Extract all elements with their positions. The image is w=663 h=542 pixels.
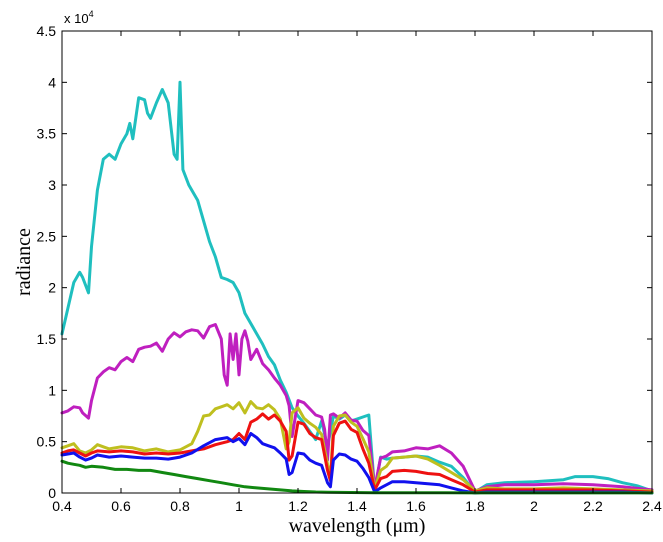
- x-tick-label: 0.6: [111, 498, 131, 514]
- y-tick-label: 1: [48, 382, 56, 398]
- x-tick-label: 1.6: [406, 498, 426, 514]
- y-tick-label: 4.5: [37, 23, 57, 39]
- y-axis-ticks: 0 0.5 1 1.5 2 2.5 3 3.5 4 4.5: [37, 23, 652, 501]
- x-tick-label: 1.2: [288, 498, 308, 514]
- y-tick-label: 4: [48, 74, 56, 90]
- x-axis-label: wavelength (μm): [289, 515, 426, 537]
- x-tick-label: 0.8: [170, 498, 190, 514]
- series-line-1: [60, 80, 654, 494]
- series-line-5: [60, 432, 654, 495]
- y-tick-label: 0: [48, 485, 56, 501]
- y-axis-exponent: x 104: [64, 9, 94, 26]
- x-tick-label: 1: [235, 498, 243, 514]
- x-tick-label: 0.4: [52, 498, 72, 514]
- series-line-2: [60, 323, 654, 493]
- y-tick-label: 2: [48, 280, 56, 296]
- y-tick-label: 2.5: [37, 228, 57, 244]
- series-line-3: [60, 400, 654, 493]
- x-tick-label: 1.8: [465, 498, 485, 514]
- y-tick-label: 0.5: [37, 434, 57, 450]
- y-tick-label: 1.5: [37, 331, 57, 347]
- x-axis-ticks: 0.4 0.6 0.8 1 1.2 1.4 1.6 1.8 2 2.2 2.4: [52, 31, 662, 514]
- x-tick-label: 2: [530, 498, 538, 514]
- y-axis-label: radiance: [13, 228, 35, 296]
- x-tick-label: 1.4: [347, 498, 367, 514]
- series-line-4: [60, 412, 654, 494]
- y-tick-label: 3: [48, 177, 56, 193]
- plot-area: [62, 31, 652, 493]
- y-tick-label: 3.5: [37, 126, 57, 142]
- x-tick-label: 2.4: [642, 498, 662, 514]
- x-tick-label: 2.2: [583, 498, 603, 514]
